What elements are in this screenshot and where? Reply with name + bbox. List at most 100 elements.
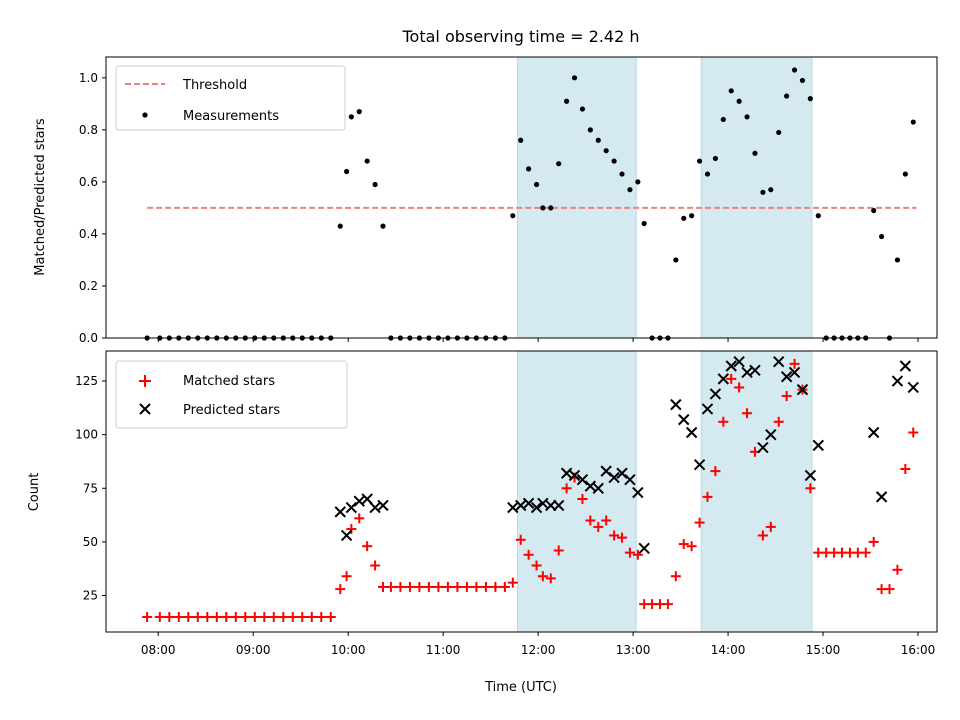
matched-star-point — [781, 391, 792, 402]
matched-star-point — [585, 515, 596, 526]
measurement-point — [343, 168, 350, 175]
predicted-star-point — [899, 360, 912, 372]
measurement-point — [571, 75, 578, 81]
predicted-star-point — [757, 441, 769, 454]
matched-star-point — [601, 515, 612, 526]
x-tick-label: 16:00 — [901, 643, 936, 657]
measurement-point — [776, 129, 782, 136]
matched-star-point — [423, 581, 434, 592]
bottom-y-tick-label: 25 — [83, 589, 98, 603]
predicted-star-point — [340, 529, 353, 542]
matched-star-point — [515, 534, 526, 545]
measurement-point — [556, 161, 562, 167]
matched-star-point — [499, 581, 510, 592]
predicted-star-point — [670, 398, 682, 411]
legend-measurements-swatch — [142, 112, 148, 118]
legend-matched-swatch — [139, 375, 151, 387]
measurement-point — [611, 158, 617, 164]
measurement-point — [696, 158, 703, 164]
top-y-tick-label: 0.4 — [79, 227, 98, 241]
bottom-axes-frame — [105, 350, 938, 633]
matched-star-point — [325, 611, 336, 622]
measurement-point — [564, 98, 570, 104]
top-panel: 0.0 0.2 0.4 0.6 0.8 1.0 Matched/Predicted sta… — [33, 56, 938, 345]
matched-star-point — [385, 581, 396, 592]
measurement-point — [807, 96, 813, 102]
measurement-point — [348, 114, 354, 120]
bottom-legend: Matched stars Predicted stars — [115, 360, 348, 429]
predicted-star-point — [804, 469, 817, 482]
predicted-star-point — [741, 366, 753, 379]
x-tick-label: 12:00 — [521, 643, 556, 657]
matched-star-point — [354, 513, 365, 524]
x-tick-label: 11:00 — [426, 643, 461, 657]
predicted-star-point — [773, 356, 785, 368]
predicted-star-point — [701, 403, 714, 415]
bottom-panel: 25 50 75 100 125 08:00 09:00 10:00 11:00 12:00 13:… — [27, 350, 938, 695]
predicted-star-point — [812, 439, 824, 452]
predicted-star-point — [624, 473, 636, 486]
shaded-interval — [517, 350, 637, 633]
predicted-star-point — [334, 506, 346, 518]
x-tick-label: 13:00 — [616, 643, 651, 657]
bottom-y-tick-label: 125 — [75, 374, 98, 388]
bottom-axis-ticks: 25 50 75 100 125 08:00 09:00 10:00 11:00 12:00 13:… — [75, 374, 935, 657]
matched-star-point — [531, 560, 542, 571]
bottom-y-tick-label: 100 — [75, 428, 98, 442]
predicted-star-point — [693, 458, 706, 471]
measurement-point — [681, 215, 687, 221]
predicted-star-point — [345, 501, 358, 514]
predicted-star-point — [788, 366, 801, 379]
predicted-star-point — [507, 501, 519, 514]
matched-star-point — [164, 611, 175, 622]
matched-star-point — [480, 581, 491, 592]
predicted-star-point — [608, 471, 620, 484]
predicted-star-point — [616, 467, 628, 479]
matched-star-point — [561, 483, 572, 494]
measurement-point — [712, 155, 719, 162]
matched-star-point — [507, 577, 518, 588]
matched-star-point — [471, 581, 482, 592]
top-y-tick-label: 1.0 — [79, 71, 98, 85]
measurement-point — [356, 109, 362, 115]
predicted-star-point — [560, 467, 573, 479]
predicted-star-point — [678, 413, 690, 426]
top-y-tick-label: 0.0 — [79, 331, 98, 345]
predicted-star-point — [377, 499, 389, 512]
matched-star-point — [259, 611, 270, 622]
matched-star-point — [173, 611, 184, 622]
matched-star-point — [553, 545, 564, 556]
legend-measurements-label: Measurements — [183, 109, 279, 124]
measurement-point — [744, 114, 750, 120]
measurement-point — [799, 77, 806, 84]
shaded-interval — [517, 56, 637, 339]
matched-star-point — [297, 611, 308, 622]
x-tick-label: 08:00 — [141, 643, 176, 657]
shaded-interval — [700, 350, 813, 633]
matched-star-point — [370, 560, 381, 571]
legend-predicted-swatch — [139, 403, 151, 415]
measurement-point — [768, 187, 774, 193]
bottom-legend-box — [115, 360, 348, 429]
measurement-point — [760, 189, 766, 195]
matched-star-point — [287, 611, 298, 622]
matched-star-point — [710, 466, 721, 477]
predicted-star-point — [369, 501, 381, 514]
matched-star-point — [230, 611, 241, 622]
measurement-point — [736, 98, 742, 104]
matched-star-point — [789, 358, 800, 369]
matched-star-point — [183, 611, 194, 622]
matched-star-point — [617, 532, 628, 543]
matched-star-point — [335, 584, 346, 595]
matched-star-point — [240, 611, 251, 622]
measurement-point — [894, 257, 901, 263]
measurement-point — [635, 179, 641, 185]
matched-star-point — [221, 611, 232, 622]
matched-star-point — [765, 521, 776, 532]
matched-star-point — [900, 463, 911, 474]
predicted-star-point — [867, 426, 880, 439]
measurement-point — [871, 207, 877, 214]
matched-star-point — [908, 427, 919, 438]
predicted-star-point — [709, 388, 722, 400]
